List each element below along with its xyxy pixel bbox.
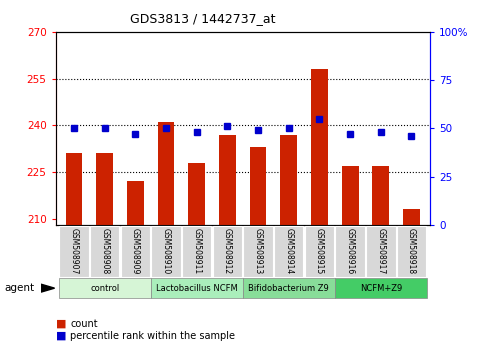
Bar (127, 181, 144, 225)
Text: agent: agent (5, 283, 35, 293)
Bar (96, 153, 113, 225)
Bar (372, 166, 389, 225)
Text: GSM508909: GSM508909 (131, 228, 140, 274)
Bar (58, 278, 151, 298)
Text: percentile rank within the sample: percentile rank within the sample (70, 331, 235, 341)
Bar (335, 226, 365, 278)
Text: GSM508907: GSM508907 (70, 228, 78, 274)
Text: GSM508915: GSM508915 (315, 228, 324, 274)
Bar (151, 278, 243, 298)
Bar (311, 69, 328, 225)
Text: GSM508908: GSM508908 (100, 228, 109, 274)
Text: Bifidobacterium Z9: Bifidobacterium Z9 (248, 284, 329, 293)
Text: ■: ■ (56, 331, 66, 341)
Bar (280, 135, 297, 225)
Text: GSM508918: GSM508918 (407, 228, 416, 274)
Bar (59, 226, 89, 278)
Bar (213, 226, 242, 278)
Text: control: control (90, 284, 119, 293)
Bar (403, 209, 420, 225)
Text: GDS3813 / 1442737_at: GDS3813 / 1442737_at (130, 12, 276, 25)
Text: GSM508914: GSM508914 (284, 228, 293, 274)
Bar (305, 226, 334, 278)
Text: GSM508910: GSM508910 (161, 228, 170, 274)
Bar (341, 166, 358, 225)
Text: count: count (70, 319, 98, 329)
Bar (182, 226, 212, 278)
Bar (66, 153, 83, 225)
Text: GSM508911: GSM508911 (192, 228, 201, 274)
Text: GSM508912: GSM508912 (223, 228, 232, 274)
Text: Lactobacillus NCFM: Lactobacillus NCFM (156, 284, 238, 293)
Polygon shape (41, 284, 55, 292)
Bar (366, 226, 396, 278)
Bar (188, 162, 205, 225)
Text: NCFM+Z9: NCFM+Z9 (360, 284, 402, 293)
Bar (151, 226, 181, 278)
Bar (157, 122, 174, 225)
Text: ■: ■ (56, 319, 66, 329)
Bar (243, 278, 335, 298)
Bar (335, 278, 427, 298)
Bar (121, 226, 150, 278)
Bar (250, 147, 267, 225)
Bar (90, 226, 119, 278)
Text: GSM508913: GSM508913 (254, 228, 263, 274)
Bar (397, 226, 426, 278)
Bar (274, 226, 303, 278)
Text: GSM508917: GSM508917 (376, 228, 385, 274)
Text: GSM508916: GSM508916 (346, 228, 355, 274)
Bar (219, 135, 236, 225)
Bar (243, 226, 273, 278)
